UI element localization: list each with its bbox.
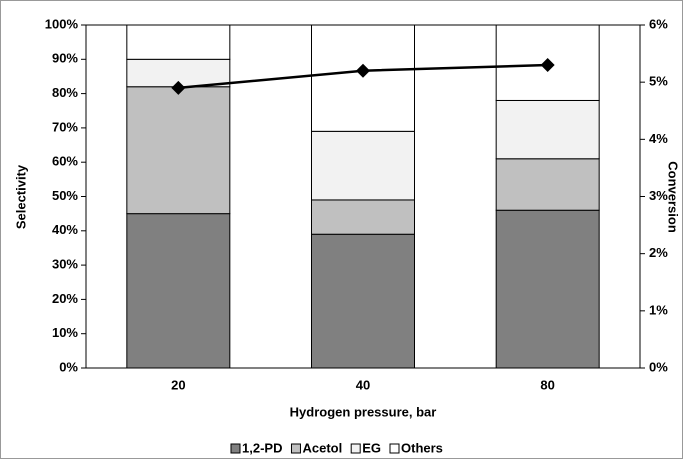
y2-tick-label: 3%: [649, 188, 668, 203]
bar-segment: [311, 233, 415, 369]
conversion-marker: [171, 80, 186, 95]
y2-tick-label: 4%: [649, 131, 668, 146]
y2-tick-label: 5%: [649, 74, 668, 89]
legend-label: Others: [401, 440, 443, 455]
legend-swatch: [389, 443, 400, 454]
conversion-marker: [540, 58, 555, 73]
bar-segment: [126, 86, 231, 215]
x-tick-label: 80: [540, 377, 554, 392]
bar-segment: [311, 24, 415, 132]
y2-axis-title: Conversion: [666, 161, 681, 233]
x-tick-label: 40: [356, 377, 370, 392]
bar-segment: [311, 199, 415, 235]
y-tick-label: 100%: [45, 16, 79, 31]
y-tick-label: 0%: [59, 359, 78, 374]
bar-segment: [311, 130, 415, 201]
y2-tick-label: 1%: [649, 302, 668, 317]
legend-swatch: [230, 443, 241, 454]
y-tick-label: 50%: [52, 188, 78, 203]
bar-segment: [495, 99, 600, 160]
y-tick-label: 60%: [52, 154, 78, 169]
legend-swatch: [350, 443, 361, 454]
y2-tick-label: 6%: [649, 16, 668, 31]
y2-tick-label: 2%: [649, 245, 668, 260]
legend-label: 1,2-PD: [242, 440, 282, 455]
y-tick-label: 30%: [52, 257, 78, 272]
bar-segment: [126, 213, 231, 369]
y-tick-label: 80%: [52, 85, 78, 100]
y2-tick-label: 0%: [649, 359, 668, 374]
bar-segment: [126, 24, 231, 60]
conversion-marker: [356, 63, 370, 78]
x-axis-title: Hydrogen pressure, bar: [290, 404, 437, 419]
bar-segment: [495, 209, 600, 369]
y-tick-label: 90%: [52, 51, 78, 66]
x-tick-label: 20: [171, 377, 185, 392]
y-tick-label: 20%: [52, 291, 78, 306]
legend-label: EG: [362, 440, 381, 455]
y-axis-title: Selectivity: [13, 164, 28, 229]
y-tick-label: 10%: [52, 325, 78, 340]
y-tick-label: 40%: [52, 222, 78, 237]
legend-swatch: [290, 443, 301, 454]
bar-segment: [495, 158, 600, 211]
legend-label: Acetol: [302, 440, 342, 455]
y-tick-label: 70%: [52, 119, 78, 134]
